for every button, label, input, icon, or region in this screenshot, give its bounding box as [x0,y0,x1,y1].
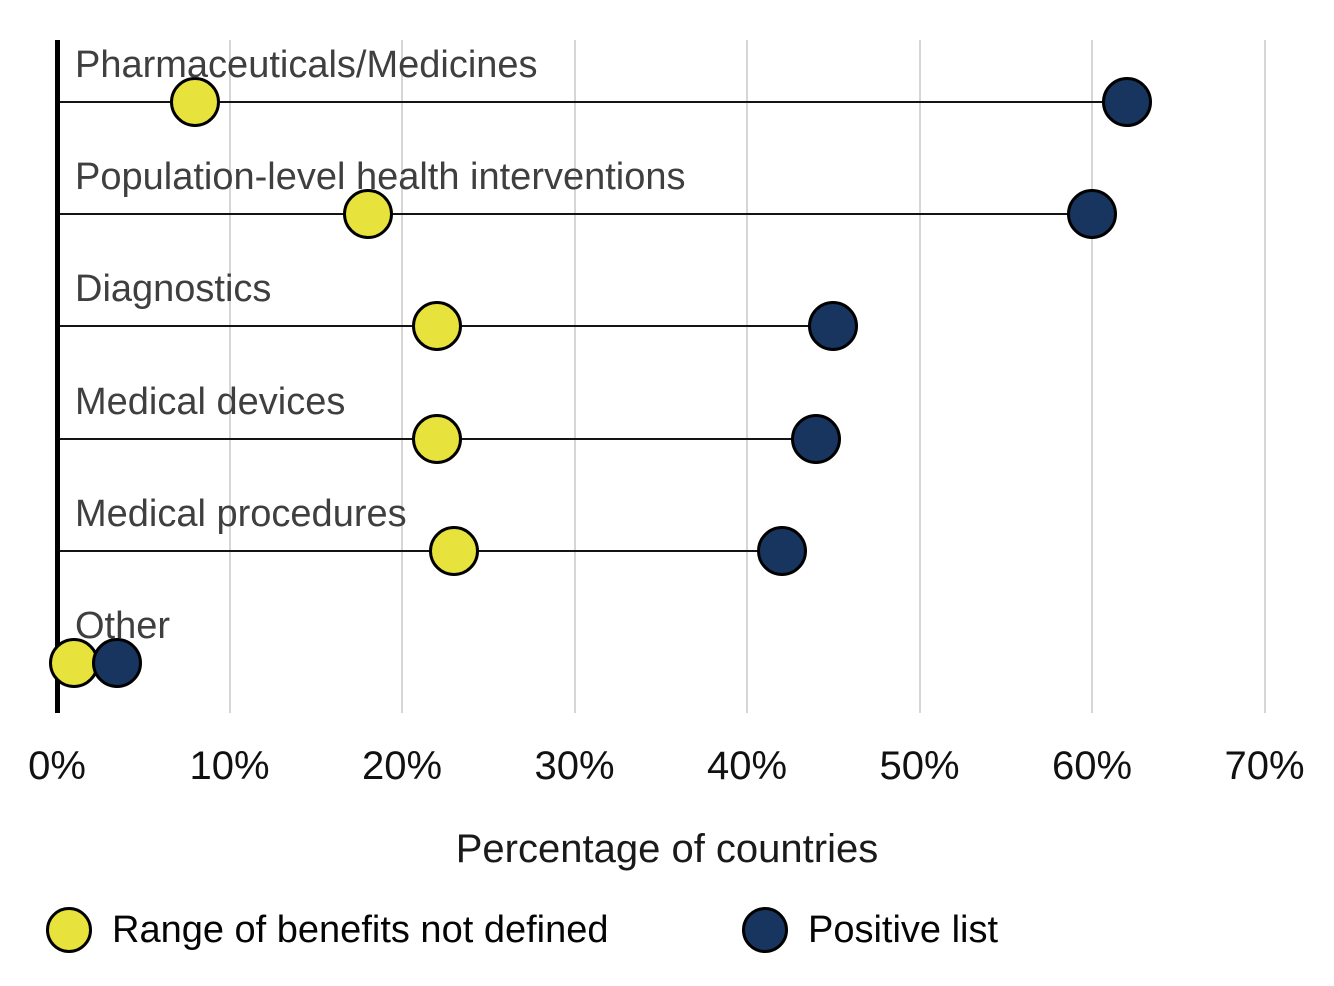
gridline-40pct [746,40,748,713]
category-label: Pharmaceuticals/Medicines [75,44,538,86]
legend-marker-range-not-defined-icon [46,907,92,953]
dot-range-not-defined [411,301,462,352]
x-tick-label-10: 10% [189,744,270,788]
gridline-10pct [228,40,231,713]
x-tick-label-0: 0% [28,744,86,788]
connector-line [57,101,1127,103]
gridline-20pct [401,40,403,713]
dot-range-not-defined [411,413,462,464]
dot-range-not-defined [170,77,220,127]
dot-positive-list [791,413,841,464]
gridline-60pct [1091,40,1093,713]
x-tick-label-60: 60% [1051,744,1133,788]
y-axis-line [54,40,60,713]
x-axis-title: Percentage of countries [455,827,879,871]
dot-range-not-defined [342,189,393,240]
x-tick-label-40: 40% [706,744,788,788]
x-tick-label-50: 50% [879,744,960,788]
legend-label-positive-list: Positive list [808,909,999,951]
legend-marker-positive-list-icon [742,907,788,953]
dot-positive-list [92,637,143,688]
gridline-30pct [573,40,576,713]
x-tick-label-70: 70% [1224,744,1305,788]
category-label: Other [75,604,171,647]
dot-range-not-defined [428,525,479,576]
x-tick-label-30: 30% [534,744,615,788]
gridline-50pct [918,40,921,713]
gridline-70pct [1263,40,1266,713]
category-label: Population-level health interventions [75,156,686,199]
connector-line [57,213,1092,216]
dot-positive-list [1101,77,1152,127]
legend-item-positive-list: Positive list [742,906,998,954]
dot-positive-list [1067,189,1117,240]
x-tick-label-20: 20% [361,744,443,788]
dot-range-not-defined [49,637,100,688]
connector-line [57,549,782,552]
category-label: Medical procedures [75,492,407,535]
dot-positive-list [756,525,807,576]
legend-label-range-not-defined: Range of benefits not defined [112,909,609,951]
category-label: Medical devices [75,380,346,423]
dot-positive-list [808,301,859,352]
category-label: Diagnostics [75,268,272,311]
legend-item-range-not-defined: Range of benefits not defined [46,906,609,954]
